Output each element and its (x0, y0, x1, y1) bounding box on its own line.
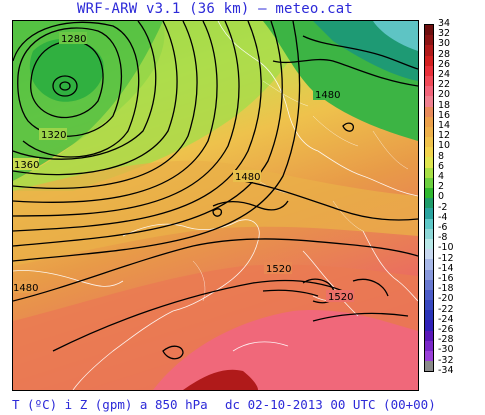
colorbar-label: 4 (438, 171, 445, 182)
colorbar-swatch (425, 35, 433, 46)
colorbar-swatch (425, 218, 433, 229)
contour-label-1520-center: 1520 (266, 264, 291, 275)
colorbar-label: -16 (438, 273, 454, 284)
colorbar-label: -28 (438, 334, 454, 346)
coastlines (13, 21, 418, 390)
colorbar-swatch (425, 361, 433, 372)
colorbar-swatch (425, 330, 433, 341)
colorbar-label: -10 (438, 242, 454, 254)
colorbar-label: 20 (438, 89, 451, 101)
colorbar-label: 8 (438, 150, 445, 162)
colorbar-swatch (425, 320, 433, 331)
colorbar-swatch (425, 75, 433, 87)
contour-label-1280: 1280 (61, 34, 86, 45)
warm-band (13, 160, 418, 266)
colorbar-label: 26 (438, 58, 451, 70)
colorbar-swatch (425, 106, 433, 117)
contour-label-1480-center: 1480 (235, 172, 260, 183)
colorbar-swatch (425, 238, 433, 250)
colorbar-label: 18 (438, 99, 451, 111)
colorbar-swatch (425, 25, 433, 36)
colorbar-swatch (425, 300, 433, 311)
colorbar-swatch (425, 116, 433, 127)
colorbar-label: 22 (438, 79, 451, 91)
colorbar-swatch (425, 167, 433, 178)
colorbar-label: -32 (438, 354, 454, 366)
colorbar-swatch (425, 208, 433, 219)
map-title: WRF-ARW v3.1 (36 km) — meteo.cat (76, 1, 354, 17)
colorbar-label: -8 (438, 232, 448, 244)
colorbar-label: 32 (438, 28, 451, 40)
colorbar-swatch (425, 279, 433, 290)
colorbar-label: -4 (438, 211, 448, 223)
coldest-ne (373, 21, 418, 51)
contour-label-1360: 1360 (14, 160, 39, 171)
footer-date: dc 02-10-2013 00 UTC (00+00) (225, 397, 436, 412)
colorbar-label: -20 (438, 293, 454, 305)
colorbar-swatch (425, 259, 433, 270)
low-center-fill (29, 38, 104, 102)
contour-label-1520-e: 1520 (328, 292, 353, 303)
colorbar-label: -6 (438, 222, 448, 233)
colorbar-label: 30 (438, 38, 451, 50)
colorbar-label: -14 (438, 262, 454, 274)
footer-variable: T (ºC) i Z (gpm) a 850 hPa (12, 397, 208, 412)
contour-label-1480-ne: 1480 (315, 90, 340, 101)
colorbar-swatch (425, 157, 433, 168)
contour-labels: 1280 1320 1360 1480 1480 1480 1520 1520 (13, 32, 354, 303)
colorbar-swatch (425, 86, 433, 97)
colorbar-swatches (424, 24, 434, 373)
colorbar-swatch (425, 137, 433, 148)
temperature-field: 1280 1320 1360 1480 1480 1480 1520 1520 (13, 21, 418, 390)
contour-label-1320: 1320 (41, 130, 66, 141)
temperature-colorbar (424, 24, 434, 373)
colorbar-label: -22 (438, 303, 454, 315)
colorbar-swatch (425, 198, 433, 209)
colorbar-swatch (425, 310, 433, 321)
colorbar-label: -34 (438, 364, 454, 376)
colorbar-label: -12 (438, 252, 454, 264)
colorbar-label: 16 (438, 109, 451, 121)
colorbar-label: -24 (438, 313, 454, 325)
colorbar-label: 14 (438, 120, 451, 131)
colorbar-label: 24 (438, 69, 451, 80)
weather-map: 1280 1320 1360 1480 1480 1480 1520 1520 (12, 20, 419, 391)
colorbar-swatch (425, 96, 433, 107)
colorbar-swatch (425, 126, 433, 138)
colorbar-swatch (425, 45, 433, 56)
very-hot-region (153, 310, 418, 390)
colorbar-swatch (425, 340, 433, 351)
colorbar-swatch (425, 147, 433, 158)
colorbar-label: 0 (438, 191, 445, 203)
colorbar-label: 6 (438, 160, 445, 172)
hottest-spot (183, 369, 258, 390)
colorbar-swatch (425, 177, 433, 188)
colorbar-swatch (425, 55, 433, 66)
colorbar-swatch (425, 249, 433, 260)
colorbar-swatch (425, 269, 433, 280)
contour-label-1480-w: 1480 (13, 283, 38, 294)
colorbar-label: 10 (438, 140, 451, 152)
colorbar-swatch (425, 228, 433, 239)
colorbar-swatch (425, 188, 433, 199)
colorbar-label: -2 (438, 201, 448, 213)
colorbar-label: -18 (438, 283, 454, 295)
colorbar-label: 28 (438, 48, 451, 60)
colorbar-label: 2 (438, 181, 445, 193)
colorbar-label: -30 (438, 344, 454, 356)
colorbar-label: 12 (438, 130, 451, 142)
colorbar-swatch (425, 65, 433, 76)
colorbar-swatch (425, 351, 433, 362)
colorbar-label: -26 (438, 324, 454, 335)
colorbar-label: 34 (438, 18, 451, 29)
colorbar-swatch (425, 289, 433, 301)
